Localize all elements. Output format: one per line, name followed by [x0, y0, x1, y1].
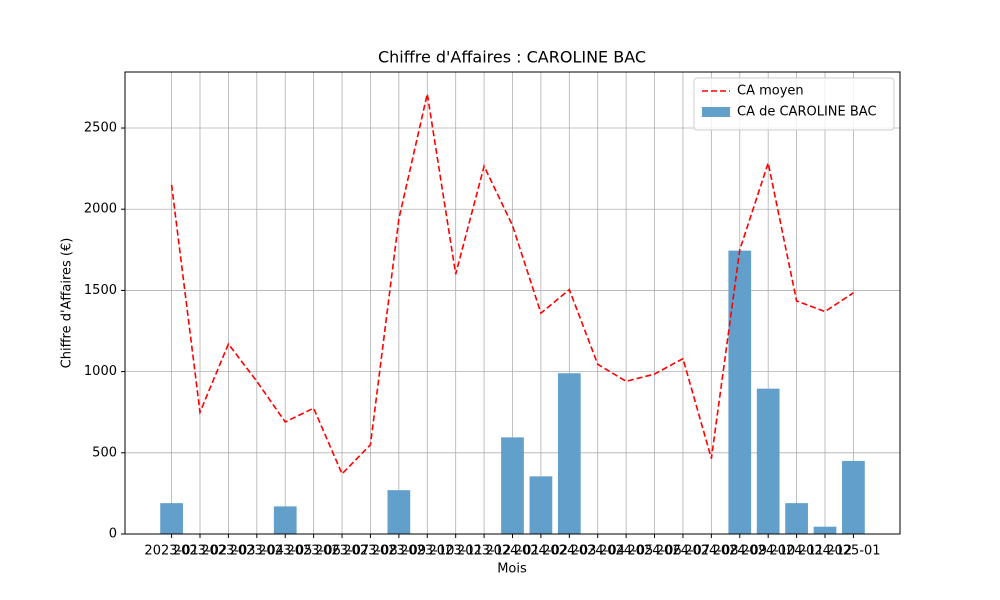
x-tick-label: 2024-03	[542, 544, 596, 559]
x-tick-label: 2024-07	[656, 544, 710, 559]
bar	[529, 476, 553, 534]
x-tick-label: 2023-08	[343, 544, 397, 559]
chart-title: Chiffre d'Affaires : CAROLINE BAC	[378, 48, 646, 67]
x-tick-label: 2023-03	[201, 544, 255, 559]
bar	[756, 388, 780, 534]
legend-swatch	[702, 107, 730, 117]
x-tick-label: 2025-01	[826, 544, 880, 559]
x-tick-label: 2024-12	[798, 544, 852, 559]
x-tick-label: 2024-05	[599, 544, 653, 559]
legend-box	[693, 77, 895, 131]
x-tick-label: 2023-04	[230, 544, 284, 559]
x-tick-label: 2024-09	[713, 544, 767, 559]
x-tick-label: 2023-11	[429, 544, 483, 559]
x-tick-label: 2024-11	[769, 544, 823, 559]
x-axis-label: Mois	[497, 562, 527, 577]
x-tick-label: 2023-05	[258, 544, 312, 559]
y-tick-label: 1000	[84, 364, 117, 379]
bar	[273, 506, 297, 534]
line	[170, 93, 854, 476]
x-tick-label: 2023-12	[457, 544, 511, 559]
plot-frame	[124, 71, 901, 535]
bar	[501, 437, 524, 534]
x-tick-label: 2023-02	[173, 544, 227, 559]
x-tick-label: 2023-10	[400, 544, 454, 559]
y-tick-label: 1500	[84, 283, 117, 298]
legend-label: CA de CAROLINE BAC	[737, 105, 877, 120]
bar	[785, 503, 808, 534]
y-tick-label: 0	[109, 527, 117, 542]
y-tick-label: 2000	[84, 202, 117, 217]
bar	[842, 460, 865, 534]
x-tick-label: 2023-06	[286, 544, 340, 559]
legend-label: CA moyen	[737, 84, 804, 99]
x-tick-label: 2024-10	[741, 544, 795, 559]
x-tick-label: 2023-09	[372, 544, 426, 559]
x-tick-label: 2023-01	[144, 544, 198, 559]
bar	[387, 490, 411, 534]
x-tick-label: 2024-04	[571, 544, 625, 559]
bar	[557, 373, 581, 534]
bar	[813, 526, 837, 534]
y-tick-label: 2500	[84, 121, 117, 136]
x-tick-label: 2024-08	[684, 544, 738, 559]
x-tick-label: 2024-06	[627, 544, 681, 559]
x-tick-label: 2024-02	[514, 544, 568, 559]
y-axis-label: Chiffre d'Affaires (€)	[60, 238, 75, 369]
y-tick-label: 500	[92, 445, 117, 460]
legend: CA moyen CA de CAROLINE BAC	[693, 77, 895, 131]
bar	[728, 250, 752, 534]
bar	[160, 503, 183, 534]
x-tick-label: 2024-01	[485, 544, 539, 559]
x-tick-label: 2023-07	[315, 544, 369, 559]
